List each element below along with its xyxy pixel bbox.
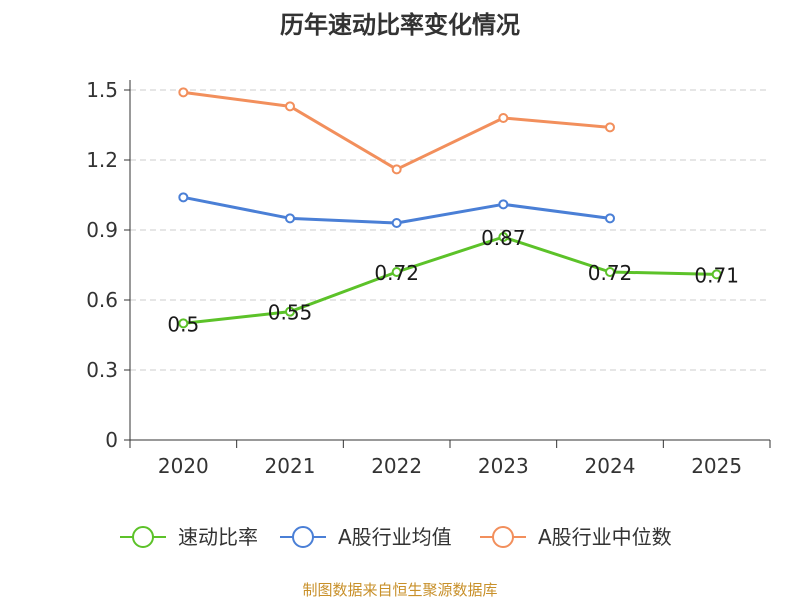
data-point (605, 122, 615, 133)
data-point (605, 267, 615, 277)
legend: 速动比率 A股行业均值 A股行业中位数 (120, 525, 672, 549)
chart-title: 历年速动比率变化情况 (280, 11, 520, 39)
x-tick-label: 2021 (265, 454, 316, 478)
data-label: 0.5 (167, 312, 199, 336)
legend-marker-icon (132, 526, 154, 548)
data-point (285, 306, 295, 317)
legend-marker-icon (492, 526, 514, 548)
x-tick-label: 2024 (585, 454, 636, 478)
x-tick-label: 2022 (371, 454, 422, 478)
data-point (285, 213, 295, 224)
x-tick-label: 2023 (478, 454, 529, 478)
axes: 0 0.3 0.6 0.9 1.2 1.5 2020 2021 2022 2023 2024 2025 (86, 78, 771, 478)
legend-item[interactable]: A股行业中位数 (480, 525, 672, 549)
legend-item[interactable]: 速动比率 (120, 525, 258, 549)
data-labels: 0.5 0.55 0.72 0.87 0.72 0.71 (167, 226, 739, 336)
data-point (391, 267, 402, 277)
legend-marker-icon (292, 526, 314, 548)
x-tick-label: 2020 (158, 454, 209, 478)
legend-label: A股行业中位数 (538, 525, 672, 549)
legend-item[interactable]: A股行业均值 (280, 525, 452, 549)
y-tick-label: 0.6 (86, 288, 118, 312)
data-point (605, 213, 615, 224)
data-point (391, 164, 402, 175)
legend-label: 速动比率 (178, 525, 258, 549)
y-tick-label: 0.9 (86, 218, 118, 242)
y-tick-label: 1.2 (86, 148, 118, 172)
series-layer (178, 87, 722, 329)
series-line (183, 235, 717, 325)
data-label: 0.72 (588, 261, 633, 285)
y-tick-label: 1.5 (86, 78, 118, 102)
data-label: 0.72 (374, 261, 419, 285)
y-tick-label: 0.3 (86, 358, 118, 382)
data-point (285, 101, 295, 112)
data-point (178, 192, 189, 203)
data-point (498, 199, 509, 210)
data-point (498, 232, 509, 242)
x-tick-label: 2025 (691, 454, 742, 478)
data-label: 0.55 (268, 301, 313, 325)
data-point (498, 113, 509, 123)
series-line (183, 90, 611, 171)
legend-label: A股行业均值 (338, 525, 452, 549)
data-point (711, 269, 722, 280)
data-point (178, 318, 189, 329)
grid-lines (130, 89, 770, 371)
data-point (178, 87, 189, 98)
source-note: 制图数据来自恒生聚源数据库 (302, 581, 497, 599)
data-label: 0.71 (694, 263, 739, 287)
data-point (391, 218, 402, 228)
y-tick-label: 0 (105, 428, 118, 452)
data-label: 0.87 (481, 226, 526, 250)
